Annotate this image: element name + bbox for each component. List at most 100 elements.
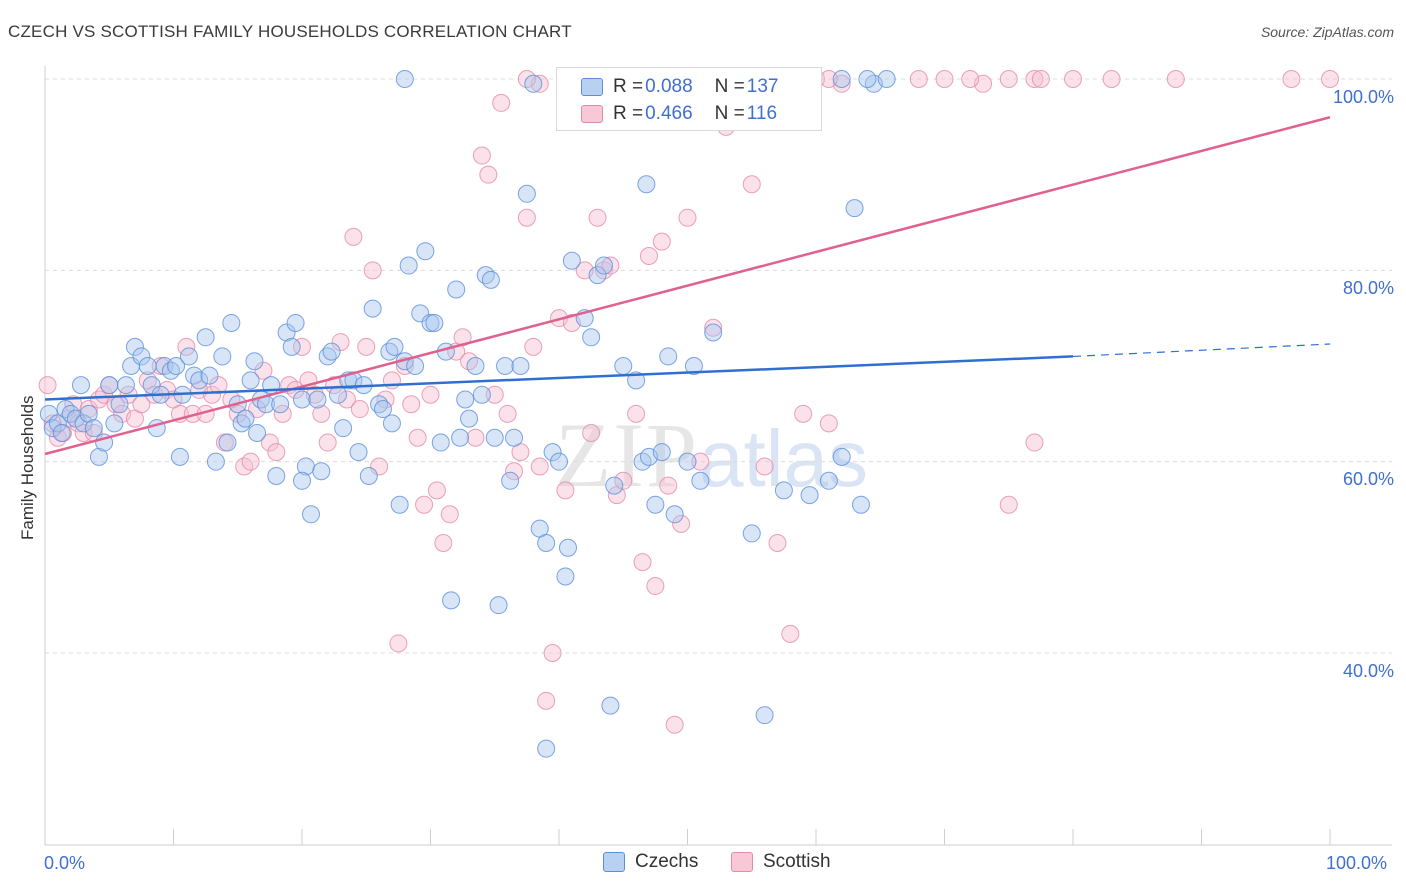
- czech-point: [832, 447, 851, 466]
- scottish-point: [672, 514, 691, 533]
- scottish-point: [582, 423, 601, 442]
- scottish-point: [659, 476, 678, 495]
- scottish-point: [312, 404, 331, 423]
- czech-point: [505, 428, 524, 447]
- czech-point: [125, 337, 144, 356]
- scottish-point: [530, 457, 549, 476]
- scottish-point: [479, 165, 498, 184]
- chart-source: Source: ZipAtlas.com: [1260, 24, 1394, 40]
- watermark-atlas: atlas: [699, 414, 868, 503]
- czech-point: [308, 390, 327, 409]
- czech-point: [447, 280, 466, 299]
- czech-point: [74, 414, 93, 433]
- czech-point: [646, 495, 665, 514]
- czech-point: [132, 347, 151, 366]
- czech-point: [222, 313, 241, 332]
- czech-point: [614, 357, 633, 375]
- scottish-n-value: 116: [746, 103, 778, 124]
- x-tick-label-max: 100.0%: [1326, 853, 1388, 873]
- scottish-point: [357, 337, 376, 356]
- scottish-point: [203, 385, 222, 404]
- scottish-point: [524, 337, 543, 356]
- scottish-point: [678, 208, 697, 227]
- y-tick-label-40: 40.0%: [1342, 661, 1394, 681]
- scottish-point: [652, 232, 671, 251]
- scottish-point: [537, 691, 556, 710]
- scottish-point: [267, 443, 286, 462]
- czech-point: [659, 347, 678, 366]
- czech-point: [185, 366, 204, 385]
- scottish-point: [209, 376, 228, 395]
- scottish-point: [1064, 70, 1082, 88]
- czech-point: [755, 706, 774, 725]
- czech-point: [161, 361, 180, 380]
- scottish-point: [1031, 70, 1050, 88]
- czech-point: [652, 443, 671, 462]
- scottish-point: [325, 376, 344, 395]
- scottish-point: [909, 70, 928, 88]
- scottish-point: [472, 146, 491, 165]
- czech-point: [550, 452, 568, 471]
- czech-point: [582, 328, 601, 347]
- czech-point: [537, 533, 556, 552]
- legend-item-czechs[interactable]: Czechs: [603, 851, 698, 873]
- czech-point: [179, 347, 198, 366]
- czech-point: [704, 323, 723, 342]
- czech-point: [466, 357, 485, 375]
- czech-point: [425, 313, 444, 332]
- czech-point: [142, 376, 161, 395]
- czech-point: [373, 400, 392, 419]
- czech-point: [293, 390, 311, 409]
- scottish-point: [543, 644, 562, 662]
- czech-point: [170, 447, 189, 466]
- czech-r-value: 0.088: [645, 76, 693, 97]
- scottish-point: [819, 414, 838, 433]
- czech-point: [138, 357, 157, 375]
- czech-point: [344, 371, 363, 390]
- czech-point: [167, 357, 186, 375]
- czech-point: [845, 199, 864, 218]
- czech-point: [245, 352, 264, 371]
- czech-point: [380, 342, 399, 361]
- czech-point: [594, 256, 613, 275]
- czech-point: [277, 323, 296, 342]
- scottish-point: [627, 404, 646, 423]
- y-tick-label-80: 80.0%: [1342, 278, 1394, 298]
- czech-point: [39, 404, 58, 423]
- scottish-point: [781, 624, 800, 643]
- scottish-point: [505, 462, 524, 481]
- scottish-point: [1282, 70, 1301, 88]
- czech-point: [605, 476, 624, 495]
- czech-point: [524, 74, 543, 93]
- czech-swatch: [581, 78, 603, 96]
- scottish-point: [408, 428, 427, 447]
- scottish-point: [293, 337, 311, 356]
- scottish-point: [517, 208, 536, 227]
- scottish-point: [260, 433, 279, 452]
- czech-point: [800, 486, 819, 505]
- czech-point: [190, 371, 209, 390]
- czech-n-label: N =: [714, 76, 745, 97]
- scottish-point: [492, 93, 511, 112]
- czech-point: [406, 357, 425, 375]
- scottish-point: [1102, 70, 1121, 88]
- czech-point: [511, 357, 530, 375]
- scottish-point: [665, 715, 684, 734]
- czech-point: [601, 696, 620, 715]
- trend-lines: [44, 116, 1331, 456]
- x-tick-label-min: 0.0%: [44, 853, 86, 873]
- scottish-point: [434, 533, 453, 552]
- axes: [44, 66, 1392, 846]
- scottish-point: [337, 390, 356, 409]
- scottish-legend-label: Scottish: [763, 851, 831, 872]
- czech-point: [485, 428, 504, 447]
- legend-row-scottish: R = 0.466 N = 116: [581, 101, 777, 127]
- czech-point: [517, 184, 536, 203]
- czech-point: [416, 242, 435, 261]
- legend-item-scottish[interactable]: Scottish: [731, 851, 831, 873]
- scottish-point: [344, 227, 363, 246]
- czech-point: [271, 395, 290, 414]
- y-tick-label-60: 60.0%: [1342, 469, 1394, 489]
- czech-point: [293, 471, 311, 490]
- scottish-point: [935, 70, 954, 88]
